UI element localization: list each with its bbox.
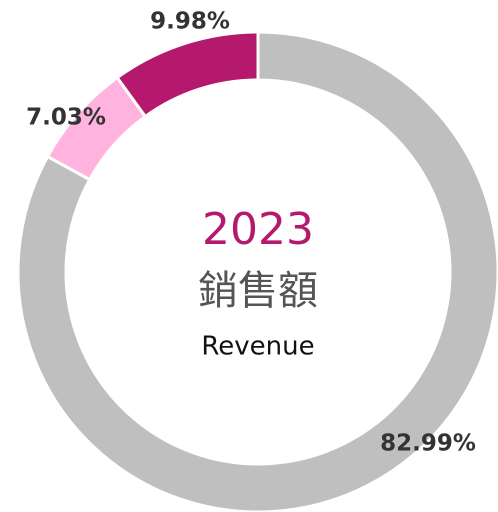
slices: [16, 30, 498, 512]
value-label: 9.98%: [150, 9, 230, 35]
value-label: 7.03%: [26, 105, 106, 131]
donut-slice: [16, 30, 498, 512]
center-sublabel: Revenue: [201, 332, 314, 362]
center-label: 銷售額: [198, 268, 318, 314]
donut-slice: [115, 30, 260, 119]
center-year: 2023: [202, 204, 314, 255]
value-label: 82.99%: [380, 431, 476, 457]
